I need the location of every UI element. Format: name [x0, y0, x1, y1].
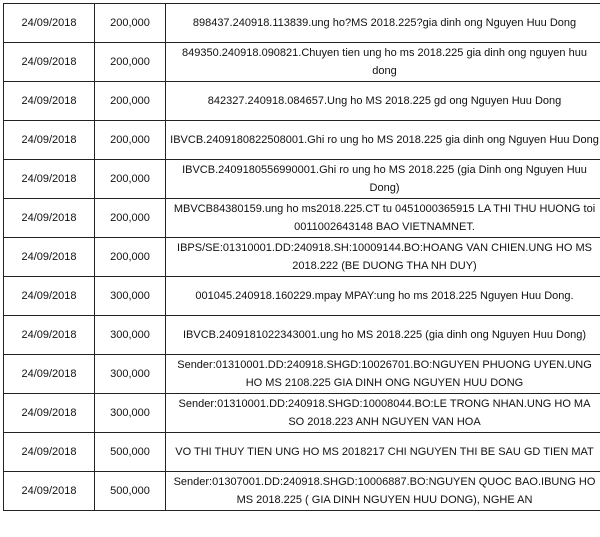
amount-cell: 300,000 — [94, 354, 166, 394]
table-row: 24/09/2018 500,000 Sender:01307001.DD:2409… — [3, 471, 600, 511]
table-row: 24/09/2018 300,000 IBVCB.2409181022343001.… — [3, 315, 600, 355]
description-cell: IBVCB.2409181022343001.ung ho MS 2018.22… — [165, 315, 600, 355]
description-cell: IBPS/SE:01310001.DD:240918.SH:10009144.B… — [165, 237, 600, 277]
amount-cell: 300,000 — [94, 393, 166, 433]
table-row: 24/09/2018 300,000 Sender:01310001.DD:2409… — [3, 393, 600, 433]
date-cell: 24/09/2018 — [3, 198, 95, 238]
table-row: 24/09/2018 200,000 IBVCB.2409180556990001.… — [3, 159, 600, 199]
description-cell: IBVCB.2409180556990001.Ghi ro ung ho MS … — [165, 159, 600, 199]
amount-cell: 200,000 — [94, 237, 166, 277]
date-cell: 24/09/2018 — [3, 81, 95, 121]
description-cell: 001045.240918.160229.mpay MPAY:ung ho ms… — [165, 276, 600, 316]
amount-cell: 500,000 — [94, 471, 166, 511]
table-row: 24/09/2018 500,000 VO THI THUY TIEN UNG HO… — [3, 432, 600, 472]
date-cell: 24/09/2018 — [3, 432, 95, 472]
amount-cell: 500,000 — [94, 432, 166, 472]
date-cell: 24/09/2018 — [3, 276, 95, 316]
description-cell: Sender:01310001.DD:240918.SHGD:10008044.… — [165, 393, 600, 433]
date-cell: 24/09/2018 — [3, 42, 95, 82]
date-cell: 24/09/2018 — [3, 315, 95, 355]
date-cell: 24/09/2018 — [3, 159, 95, 199]
description-cell: Sender:01307001.DD:240918.SHGD:10006887.… — [165, 471, 600, 511]
amount-cell: 200,000 — [94, 120, 166, 160]
amount-cell: 200,000 — [94, 198, 166, 238]
description-cell: 849350.240918.090821.Chuyen tien ung ho … — [165, 42, 600, 82]
description-cell: IBVCB.2409180822508001.Ghi ro ung ho MS … — [165, 120, 600, 160]
description-cell: 898437.240918.113839.ung ho?MS 2018.225?… — [165, 3, 600, 43]
amount-cell: 200,000 — [94, 3, 166, 43]
table-row: 24/09/2018 300,000 Sender:01310001.DD:2409… — [3, 354, 600, 394]
table-row: 24/09/2018 200,000 MBVCB84380159.ung ho ms… — [3, 198, 600, 238]
date-cell: 24/09/2018 — [3, 393, 95, 433]
description-cell: MBVCB84380159.ung ho ms2018.225.CT tu 04… — [165, 198, 600, 238]
amount-cell: 200,000 — [94, 42, 166, 82]
date-cell: 24/09/2018 — [3, 471, 95, 511]
table-row: 24/09/2018 200,000 849350.240918.090821.Ch… — [3, 42, 600, 82]
table-row: 24/09/2018 200,000 IBVCB.2409180822508001.… — [3, 120, 600, 160]
date-cell: 24/09/2018 — [3, 354, 95, 394]
date-cell: 24/09/2018 — [3, 120, 95, 160]
amount-cell: 300,000 — [94, 315, 166, 355]
date-cell: 24/09/2018 — [3, 237, 95, 277]
table-body: 24/09/2018 200,000 898437.240918.113839.un… — [3, 3, 600, 511]
description-cell: Sender:01310001.DD:240918.SHGD:10026701.… — [165, 354, 600, 394]
amount-cell: 200,000 — [94, 81, 166, 121]
date-cell: 24/09/2018 — [3, 3, 95, 43]
amount-cell: 200,000 — [94, 159, 166, 199]
description-cell: 842327.240918.084657.Ung ho MS 2018.225 … — [165, 81, 600, 121]
donation-table: 24/09/2018 200,000 898437.240918.113839.un… — [3, 3, 600, 511]
description-cell: VO THI THUY TIEN UNG HO MS 2018217 CHI N… — [165, 432, 600, 472]
table-row: 24/09/2018 200,000 898437.240918.113839.un… — [3, 3, 600, 43]
table-row: 24/09/2018 200,000 842327.240918.084657.Un… — [3, 81, 600, 121]
table-row: 24/09/2018 300,000 001045.240918.160229.mp… — [3, 276, 600, 316]
amount-cell: 300,000 — [94, 276, 166, 316]
table-row: 24/09/2018 200,000 IBPS/SE:01310001.DD:240… — [3, 237, 600, 277]
